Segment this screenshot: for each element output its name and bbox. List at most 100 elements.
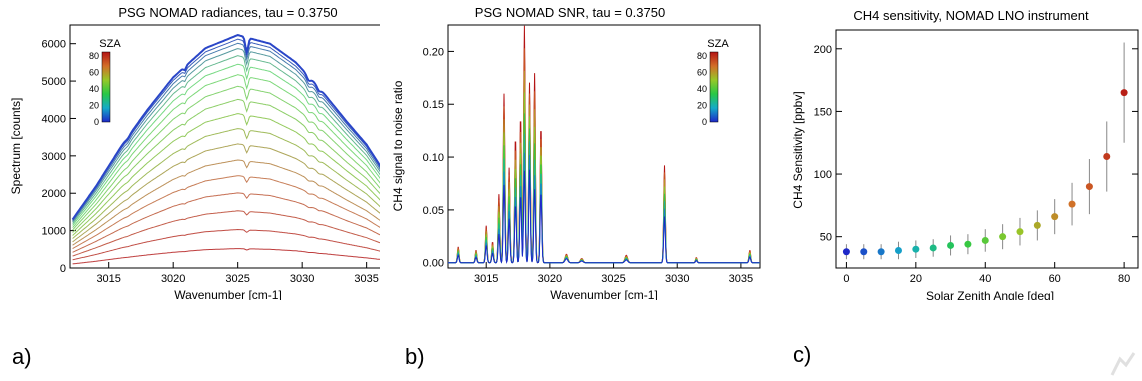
- x-tick-label: 3015: [474, 273, 498, 285]
- colorbar-tick-label: 80: [89, 51, 99, 61]
- spectrum-line: [72, 98, 380, 233]
- data-point: [912, 245, 920, 253]
- watermark-mark: [1110, 352, 1136, 376]
- colorbar-tick-label: 0: [94, 117, 99, 127]
- data-point: [842, 248, 850, 256]
- x-tick-label: 80: [1118, 273, 1130, 285]
- y-tick-label: 0.20: [423, 46, 444, 58]
- sensitivity-chart: CH4 sensitivity, NOMAD LNO instrument 0 2…: [791, 8, 1139, 300]
- y-axis-label: Spectrum [counts]: [9, 98, 23, 195]
- y-axis-label: CH4 signal to noise ratio: [391, 80, 405, 211]
- colorbar: [709, 51, 719, 123]
- y-tick-label: 50: [820, 232, 832, 244]
- x-tick-label: 0: [843, 273, 849, 285]
- spectrum-line: [72, 38, 380, 221]
- x-tick-label: 60: [1049, 273, 1061, 285]
- spectrum-line: [72, 128, 380, 239]
- plot-frame: [447, 24, 761, 269]
- data-point: [929, 244, 937, 252]
- y-tick-label: 0.10: [423, 152, 444, 164]
- data-point: [1068, 200, 1076, 208]
- colorbar-tick-label: 20: [697, 101, 707, 111]
- colorbar-tick-label: 20: [89, 101, 99, 111]
- colorbar-tick-label: 0: [702, 117, 707, 127]
- spectrum-line: [72, 48, 380, 223]
- y-tick-label: 150: [814, 106, 832, 118]
- spectrum-line: [72, 210, 380, 257]
- data-point: [1033, 221, 1041, 229]
- y-tick-label: 0: [60, 263, 66, 275]
- colorbar: [101, 51, 111, 123]
- y-tick-label: 3000: [42, 151, 66, 163]
- y-tick-label: 0.00: [423, 258, 444, 270]
- spectrum-line: [72, 113, 380, 236]
- x-tick-label: 3025: [225, 273, 249, 285]
- x-tick-label: 3020: [161, 273, 185, 285]
- colorbar-tick-label: 60: [697, 68, 707, 78]
- spectrum-line: [72, 55, 380, 224]
- chart-title: PSG NOMAD radiances, tau = 0.3750: [118, 5, 337, 20]
- spectrum-line: [72, 42, 380, 222]
- panel-label-a: a): [12, 344, 32, 369]
- x-tick-label: 3035: [729, 273, 753, 285]
- snr-chart: PSG NOMAD SNR, tau = 0.3750 3015 3020 3025…: [391, 5, 761, 300]
- x-axis-label: Wavenumber [cm-1]: [550, 288, 658, 300]
- data-point: [877, 248, 885, 256]
- spectrum-line: [71, 34, 380, 220]
- x-tick-label: 3030: [665, 273, 689, 285]
- colorbar-tick-label: 40: [89, 84, 99, 94]
- colorbar-tick-label: 60: [89, 68, 99, 78]
- y-tick-label: 4000: [42, 113, 66, 125]
- colorbar-tick-label: 40: [697, 84, 707, 94]
- data-point: [1085, 183, 1093, 191]
- colorbar-label: SZA: [99, 38, 121, 50]
- x-tick-label: 3015: [96, 273, 120, 285]
- y-tick-label: 5000: [42, 76, 66, 88]
- plot-frame: [835, 29, 1139, 269]
- spectrum-line: [72, 175, 380, 250]
- data-point: [964, 240, 972, 248]
- plot-frame: [69, 24, 380, 269]
- spectrum-line: [72, 248, 380, 265]
- x-tick-label: 3035: [354, 273, 378, 285]
- data-point: [1051, 213, 1059, 221]
- snr-line: [448, 133, 760, 264]
- x-tick-label: 40: [979, 273, 991, 285]
- y-tick-label: 200: [814, 44, 832, 56]
- spectrum-line: [72, 192, 380, 253]
- panel-label-b: b): [405, 344, 425, 369]
- colorbar-tick-label: 80: [697, 51, 707, 61]
- y-tick-label: 6000: [42, 39, 66, 51]
- x-tick-label: 20: [910, 273, 922, 285]
- data-point: [894, 246, 902, 254]
- spectrum-line: [72, 143, 380, 243]
- chart-title: PSG NOMAD SNR, tau = 0.3750: [475, 5, 665, 20]
- x-axis-label: Wavenumber [cm-1]: [174, 288, 282, 300]
- x-tick-label: 3020: [538, 273, 562, 285]
- spectrum-line: [72, 228, 380, 261]
- data-point: [860, 248, 868, 256]
- spectrum-line: [72, 63, 380, 226]
- data-point: [1016, 228, 1024, 236]
- snr-line: [448, 169, 760, 265]
- panel-label-c: c): [793, 342, 812, 367]
- colorbar-label: SZA: [707, 38, 729, 50]
- radiance-chart: PSG NOMAD radiances, tau = 0.3750 3015 30…: [9, 5, 380, 300]
- x-tick-label: 3030: [290, 273, 314, 285]
- y-tick-label: 1000: [42, 226, 66, 238]
- y-tick-label: 2000: [42, 188, 66, 200]
- y-tick-label: 100: [814, 169, 832, 181]
- snr-line: [448, 113, 760, 264]
- data-point: [981, 236, 989, 244]
- snr-line: [448, 152, 760, 264]
- data-point: [947, 241, 955, 249]
- y-axis-label: CH4 Sensitivity [ppbv]: [791, 91, 805, 208]
- data-point: [1120, 89, 1128, 97]
- spectrum-line: [72, 85, 380, 231]
- data-point: [999, 233, 1007, 241]
- spectrum-line: [72, 159, 380, 246]
- spectrum-line: [72, 74, 380, 228]
- y-tick-label: 0.15: [423, 99, 444, 111]
- chart-title: CH4 sensitivity, NOMAD LNO instrument: [853, 8, 1089, 23]
- y-tick-label: 0.05: [423, 205, 444, 217]
